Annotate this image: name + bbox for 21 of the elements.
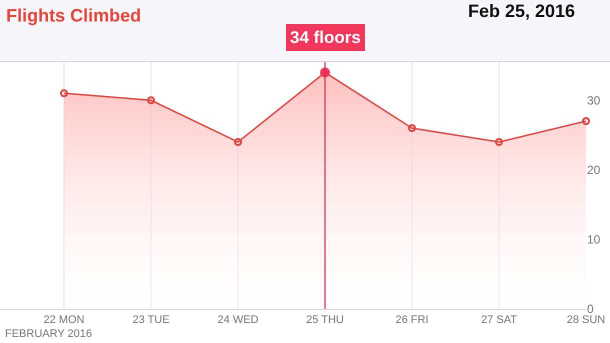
chart-subtitle: Feb 25, 2016	[468, 1, 576, 21]
y-tick-label: 20	[587, 163, 601, 178]
point	[582, 117, 590, 126]
x-tick-label: 28 SUN	[566, 314, 606, 326]
x-tick-label: 23 TUE	[132, 314, 170, 326]
x-tick-label: 24 WED	[218, 314, 259, 326]
annotation: 34 floors	[290, 28, 361, 47]
x-tick-label: 26 FRI	[396, 314, 429, 326]
x-tick-label: 25 THU	[306, 314, 344, 326]
chart-title: Flights Climbed	[6, 6, 142, 26]
point	[60, 89, 68, 98]
point	[408, 124, 416, 132]
y-tick-label: 30	[587, 93, 601, 108]
x-axis-title: FEBRUARY 2016	[5, 328, 92, 340]
y-tick-label: 10	[587, 232, 601, 247]
point	[495, 138, 503, 146]
point	[147, 96, 156, 104]
x-tick-label: 22 MON	[44, 314, 85, 326]
point	[234, 138, 242, 146]
y-tick-label: 0	[587, 302, 594, 316]
x-tick-label: 27 SAT	[481, 314, 518, 326]
